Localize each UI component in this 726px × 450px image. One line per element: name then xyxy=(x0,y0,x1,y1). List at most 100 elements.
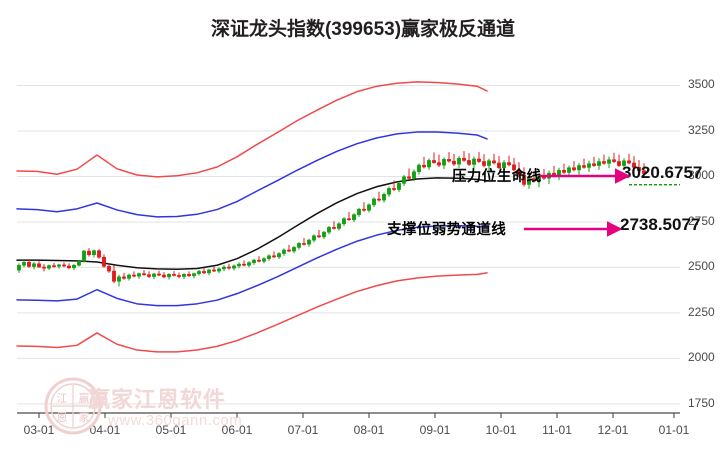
candlestick xyxy=(337,222,341,231)
url-watermark: www.360gann.com xyxy=(108,412,243,429)
candlestick xyxy=(147,271,151,278)
candlestick xyxy=(402,174,406,186)
candlestick xyxy=(92,249,96,258)
candlestick xyxy=(302,237,306,246)
svg-text:赢: 赢 xyxy=(79,391,90,405)
candlestick xyxy=(87,248,91,257)
candlestick xyxy=(187,271,191,277)
candlestick xyxy=(207,268,211,276)
candlestick xyxy=(467,153,471,166)
candlestick xyxy=(17,263,21,273)
svg-text:江: 江 xyxy=(57,392,68,405)
candlestick xyxy=(527,175,531,189)
candlestick xyxy=(312,234,316,243)
candlestick xyxy=(327,225,331,235)
candlestick xyxy=(582,158,586,169)
candlestick xyxy=(182,273,186,280)
y-axis-tick-label: 2750 xyxy=(688,213,715,228)
candlestick xyxy=(52,262,56,268)
y-axis-tick-label: 2250 xyxy=(688,304,715,319)
candlestick xyxy=(457,156,461,169)
candlestick xyxy=(352,213,356,222)
x-axis-tick-label: 06-01 xyxy=(221,423,253,437)
candlestick xyxy=(462,150,466,162)
candlestick xyxy=(537,173,541,188)
candlestick xyxy=(452,153,456,166)
candlestick xyxy=(162,272,166,279)
candlestick xyxy=(32,261,36,270)
candlestick xyxy=(617,154,621,167)
candlestick xyxy=(532,171,536,183)
candlestick xyxy=(67,263,71,270)
candlestick xyxy=(637,160,641,173)
annotation-value-resistance-lifeline: 3020.6757 xyxy=(622,163,703,182)
candlestick xyxy=(282,248,286,256)
candlestick xyxy=(562,163,566,174)
candlestick xyxy=(152,272,156,280)
candlestick xyxy=(107,263,111,273)
candlestick xyxy=(522,167,526,187)
candlestick xyxy=(97,249,101,259)
candlestick xyxy=(427,158,431,170)
candlestick xyxy=(502,160,506,173)
candlestick xyxy=(167,273,171,280)
candlestick xyxy=(472,156,476,169)
candlestick xyxy=(82,249,86,263)
candlestick xyxy=(632,156,636,169)
y-axis-tick-label: 3000 xyxy=(688,168,715,183)
candlestick xyxy=(592,156,596,167)
series-upper_inner_band xyxy=(16,131,488,218)
seal-watermark-icon: 江 赢 恩 家 xyxy=(44,377,102,435)
y-axis-tick-label: 2000 xyxy=(688,350,715,365)
series-lower_outer_band xyxy=(16,272,488,353)
candlestick xyxy=(342,217,346,226)
candlestick xyxy=(262,257,266,264)
candlestick xyxy=(407,168,411,180)
candlestick xyxy=(137,272,141,279)
candlestick xyxy=(242,260,246,267)
candlestick xyxy=(252,258,256,265)
x-axis-tick-label: 11-01 xyxy=(542,423,572,437)
candlestick xyxy=(232,264,236,271)
candlestick xyxy=(392,180,396,192)
candlestick xyxy=(447,152,451,163)
candlestick xyxy=(422,156,426,169)
series-mid_line xyxy=(16,177,488,270)
candlestick xyxy=(122,272,126,280)
candlestick xyxy=(477,152,481,163)
candlestick xyxy=(367,203,371,213)
candlestick xyxy=(482,154,486,168)
annotation-value-support-weak-channel: 2738.5077 xyxy=(620,215,701,234)
plot-area xyxy=(16,60,680,418)
candlestick xyxy=(332,221,336,230)
candlestick xyxy=(597,158,601,170)
candlestick xyxy=(362,202,366,212)
candlestick xyxy=(222,265,226,272)
candlestick xyxy=(27,259,31,268)
x-axis-tick-label: 09-01 xyxy=(419,423,451,437)
candlestick xyxy=(372,197,376,208)
candlestick xyxy=(387,186,391,197)
candlestick xyxy=(602,154,606,165)
candlestick xyxy=(507,155,511,167)
candlestick xyxy=(627,153,631,165)
candlestick xyxy=(347,212,351,221)
candlestick xyxy=(177,272,181,279)
series-upper_outer_band xyxy=(16,81,488,178)
annotation-label-resistance-lifeline: 压力位生命线 xyxy=(452,169,542,185)
candlestick xyxy=(307,238,311,247)
candlestick xyxy=(417,163,421,175)
candlestick xyxy=(57,263,61,269)
candlestick xyxy=(587,160,591,173)
brand-watermark: 赢家江恩软件 xyxy=(88,387,227,412)
y-axis-tick-label: 3250 xyxy=(688,122,715,137)
x-axis-tick-label: 03-01 xyxy=(23,423,55,437)
candlestick xyxy=(127,273,131,281)
candlestick xyxy=(247,261,251,268)
candlestick xyxy=(172,271,176,277)
svg-text:恩: 恩 xyxy=(57,411,68,424)
candlestick xyxy=(572,161,576,172)
candlestick xyxy=(142,269,146,276)
candlestick xyxy=(212,266,216,273)
